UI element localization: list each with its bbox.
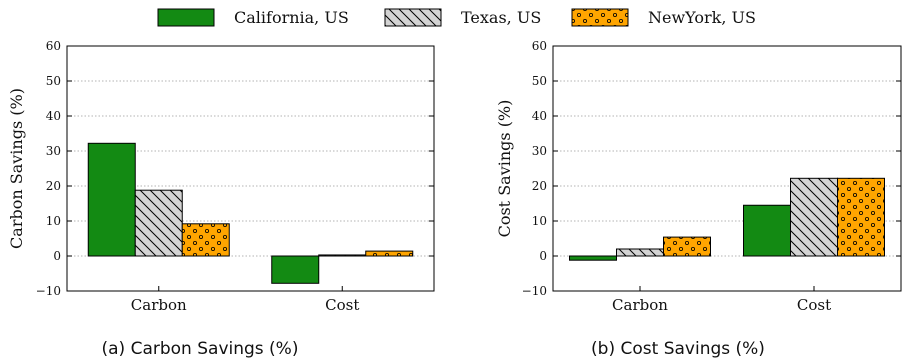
legend-label: California, US [234, 8, 349, 27]
y-tick-label: 0 [53, 249, 61, 263]
y-tick-label: −10 [522, 284, 547, 298]
bar [181, 223, 230, 257]
y-tick-label: −10 [36, 284, 61, 298]
bar [743, 204, 791, 257]
y-tick-label: 20 [532, 179, 547, 193]
panel-cost-savings: Carbon Cost −10 0 10 20 30 40 50 60 Cost Savings (… [495, 39, 902, 359]
legend-label: Texas, US [461, 8, 541, 27]
bar [663, 236, 711, 257]
y-tick-label: 50 [46, 74, 61, 88]
y-tick-label: 10 [532, 214, 547, 228]
legend: California, US Texas, US NewYork, US [157, 8, 756, 27]
panel-carbon-savings: Carbon Cost −10 0 10 20 30 40 50 60 Carbon Savings… [7, 39, 435, 359]
x-tick-label: Carbon [612, 296, 668, 314]
legend-label: NewYork, US [648, 8, 756, 27]
plot-frame [552, 45, 902, 292]
y-tick-label: 20 [46, 179, 61, 193]
legend-item: California, US [157, 8, 349, 27]
legend-swatch [157, 8, 215, 27]
legend-item: Texas, US [384, 8, 541, 27]
bar [318, 254, 367, 257]
bar [837, 177, 885, 257]
panel-caption: (a) Carbon Savings (%) [102, 339, 299, 359]
x-tick-label: Cost [325, 296, 359, 314]
y-tick-label: 40 [532, 109, 547, 123]
bar [365, 250, 414, 257]
y-tick-label: 0 [539, 249, 547, 263]
bar [569, 255, 617, 261]
bar [87, 142, 136, 257]
bar [134, 189, 183, 257]
panel-caption: (b) Cost Savings (%) [591, 339, 765, 359]
y-tick-label: 30 [532, 144, 547, 158]
y-tick-label: 60 [532, 39, 547, 53]
y-tick-label: 60 [46, 39, 61, 53]
x-tick-label: Carbon [131, 296, 187, 314]
y-tick-label: 40 [46, 109, 61, 123]
plot-frame [66, 45, 435, 292]
legend-swatch [571, 8, 629, 27]
y-tick-label: 50 [532, 74, 547, 88]
y-tick-label: 10 [46, 214, 61, 228]
y-axis-title: Carbon Savings (%) [7, 88, 26, 249]
bar [271, 255, 320, 284]
y-tick-label: 30 [46, 144, 61, 158]
legend-item: NewYork, US [571, 8, 756, 27]
x-tick-label: Cost [797, 296, 831, 314]
y-axis-title: Cost Savings (%) [495, 100, 514, 238]
bar [790, 177, 838, 257]
bar [616, 248, 664, 257]
legend-swatch [384, 8, 442, 27]
